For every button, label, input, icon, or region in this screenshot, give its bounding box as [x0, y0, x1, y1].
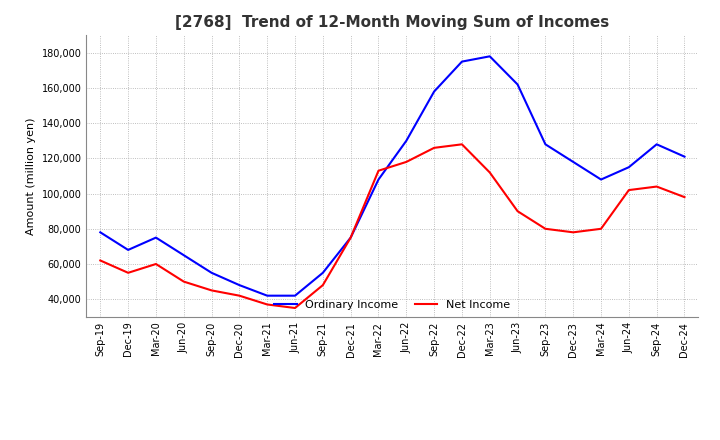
Ordinary Income [513, 82, 522, 87]
Ordinary Income [263, 293, 271, 298]
Net Income [430, 145, 438, 150]
Net Income [318, 282, 327, 288]
Ordinary Income [96, 230, 104, 235]
Ordinary Income [458, 59, 467, 64]
Net Income [402, 159, 410, 165]
Ordinary Income [291, 293, 300, 298]
Net Income [96, 258, 104, 263]
Ordinary Income [624, 165, 633, 170]
Net Income [152, 261, 161, 267]
Ordinary Income [485, 54, 494, 59]
Net Income [291, 305, 300, 311]
Net Income [513, 209, 522, 214]
Ordinary Income [569, 159, 577, 165]
Net Income [235, 293, 243, 298]
Line: Ordinary Income: Ordinary Income [100, 56, 685, 296]
Net Income [597, 226, 606, 231]
Net Income [680, 194, 689, 200]
Ordinary Income [680, 154, 689, 159]
Y-axis label: Amount (million yen): Amount (million yen) [26, 117, 36, 235]
Line: Net Income: Net Income [100, 144, 685, 308]
Net Income [263, 302, 271, 307]
Ordinary Income [597, 177, 606, 182]
Ordinary Income [374, 177, 383, 182]
Net Income [458, 142, 467, 147]
Title: [2768]  Trend of 12-Month Moving Sum of Incomes: [2768] Trend of 12-Month Moving Sum of I… [175, 15, 610, 30]
Net Income [207, 288, 216, 293]
Legend: Ordinary Income, Net Income: Ordinary Income, Net Income [270, 295, 515, 314]
Ordinary Income [207, 270, 216, 275]
Ordinary Income [235, 282, 243, 288]
Net Income [374, 168, 383, 173]
Net Income [124, 270, 132, 275]
Ordinary Income [430, 89, 438, 94]
Ordinary Income [152, 235, 161, 240]
Net Income [652, 184, 661, 189]
Ordinary Income [179, 253, 188, 258]
Ordinary Income [124, 247, 132, 253]
Ordinary Income [652, 142, 661, 147]
Ordinary Income [402, 138, 410, 143]
Ordinary Income [346, 235, 355, 240]
Net Income [569, 230, 577, 235]
Ordinary Income [318, 270, 327, 275]
Net Income [485, 170, 494, 175]
Net Income [346, 235, 355, 240]
Net Income [624, 187, 633, 193]
Net Income [179, 279, 188, 284]
Net Income [541, 226, 550, 231]
Ordinary Income [541, 142, 550, 147]
